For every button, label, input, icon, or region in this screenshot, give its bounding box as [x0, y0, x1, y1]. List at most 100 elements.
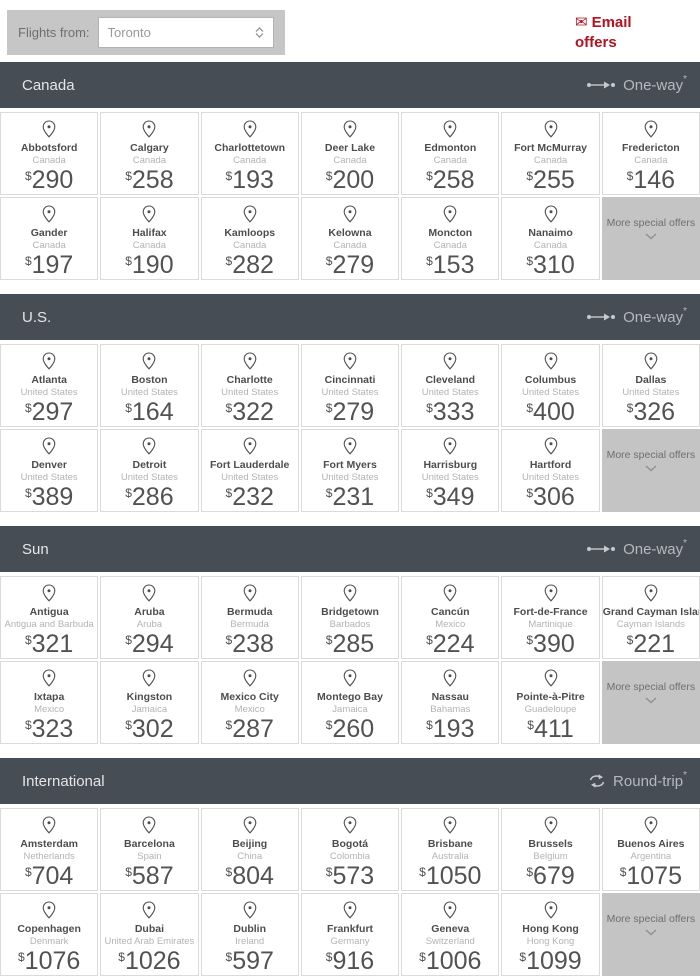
- destination-card[interactable]: Abbotsford Canada $290: [0, 112, 99, 195]
- location-pin-icon: [343, 352, 357, 370]
- more-special-offers-button[interactable]: More special offers: [601, 661, 700, 744]
- destination-card[interactable]: Atlanta United States $297: [0, 344, 99, 427]
- destination-card[interactable]: Ixtapa Mexico $323: [0, 661, 99, 744]
- destination-card[interactable]: Copenhagen Denmark $1076: [0, 893, 99, 976]
- destination-card[interactable]: Fort Lauderdale United States $232: [200, 429, 299, 512]
- destination-card[interactable]: Antigua Antigua and Barbuda $321: [0, 576, 99, 659]
- destination-card[interactable]: Geneva Switzerland $1006: [401, 893, 500, 976]
- price-amount: 333: [432, 398, 475, 426]
- destination-card[interactable]: Halifax Canada $190: [100, 197, 199, 280]
- currency-symbol: $: [118, 950, 125, 964]
- deals-grid: Antigua Antigua and Barbuda $321 Aruba A…: [0, 572, 700, 744]
- destination-card[interactable]: Fredericton Canada $146: [601, 112, 700, 195]
- price-amount: 390: [533, 630, 575, 658]
- destination-country: Aruba: [136, 619, 163, 630]
- origin-city-select[interactable]: Toronto: [97, 17, 274, 48]
- destination-card[interactable]: Bogotá Colombia $573: [300, 808, 400, 891]
- destination-card[interactable]: Dallas United States $326: [601, 344, 700, 427]
- destination-card[interactable]: Barcelona Spain $587: [100, 808, 199, 891]
- destination-price: $224: [402, 630, 498, 658]
- destination-card[interactable]: Hong Kong Hong Kong $1099: [501, 893, 600, 976]
- destination-card[interactable]: Pointe-à-Pitre Guadeloupe $411: [501, 661, 600, 744]
- price-amount: 1076: [24, 947, 81, 975]
- more-special-offers-button[interactable]: More special offers: [601, 893, 700, 976]
- destination-card[interactable]: Fort-de-France Martinique $390: [501, 576, 600, 659]
- destination-card[interactable]: Detroit United States $286: [100, 429, 199, 512]
- destination-card[interactable]: Nassau Bahamas $193: [401, 661, 500, 744]
- destination-card[interactable]: Gander Canada $197: [0, 197, 99, 280]
- destination-card[interactable]: Denver United States $389: [0, 429, 99, 512]
- destination-card[interactable]: Charlottetown Canada $193: [200, 112, 299, 195]
- trip-footnote-marker: *: [683, 538, 687, 549]
- more-special-offers-button[interactable]: More special offers: [601, 429, 700, 512]
- destination-card[interactable]: Charlotte United States $322: [200, 344, 299, 427]
- currency-symbol: $: [325, 865, 333, 879]
- destination-price: $200: [302, 166, 398, 194]
- section-header: Sun One-way *: [0, 526, 700, 572]
- price-amount: 916: [332, 947, 375, 975]
- destination-price: $1050: [402, 862, 498, 890]
- destination-card[interactable]: Brisbane Australia $1050: [401, 808, 500, 891]
- destination-card[interactable]: Moncton Canada $153: [401, 197, 500, 280]
- email-offers-link[interactable]: ✉ Email offers: [575, 13, 655, 54]
- destination-card[interactable]: Cincinnati United States $279: [300, 344, 400, 427]
- destination-card[interactable]: Frankfurt Germany $916: [300, 893, 400, 976]
- destination-card[interactable]: Calgary Canada $258: [100, 112, 199, 195]
- price-amount: 258: [131, 166, 174, 194]
- destination-card[interactable]: Bermuda Bermuda $238: [200, 576, 299, 659]
- destination-price: $804: [202, 862, 298, 890]
- price-amount: 224: [432, 630, 475, 658]
- destination-card[interactable]: Nanaimo Canada $310: [501, 197, 600, 280]
- destination-card[interactable]: Cancún Mexico $224: [401, 576, 500, 659]
- destination-card[interactable]: Aruba Aruba $294: [100, 576, 199, 659]
- location-pin-icon: [243, 816, 257, 834]
- destination-country: Guadeloupe: [524, 704, 577, 715]
- location-pin-icon: [42, 120, 56, 138]
- destination-card[interactable]: Edmonton Canada $258: [401, 112, 500, 195]
- destination-card[interactable]: Bridgetown Barbados $285: [300, 576, 400, 659]
- destination-price: $322: [202, 398, 298, 426]
- price-amount: 411: [533, 715, 574, 743]
- destination-card[interactable]: Beijing China $804: [200, 808, 299, 891]
- destination-card[interactable]: Kamloops Canada $282: [200, 197, 299, 280]
- destination-country: Canada: [634, 155, 668, 166]
- more-special-offers-label: More special offers: [606, 217, 696, 229]
- destination-price: $285: [302, 630, 398, 658]
- destination-country: Bahamas: [430, 704, 471, 715]
- currency-symbol: $: [426, 718, 433, 732]
- destination-card[interactable]: Columbus United States $400: [501, 344, 600, 427]
- destination-card[interactable]: Boston United States $164: [100, 344, 199, 427]
- destination-country: United States: [421, 472, 479, 483]
- destination-price: $400: [502, 398, 598, 426]
- destination-card[interactable]: Harrisburg United States $349: [401, 429, 500, 512]
- currency-symbol: $: [125, 254, 132, 268]
- location-pin-icon: [544, 901, 557, 919]
- destination-card[interactable]: Brussels Belgium $679: [501, 808, 600, 891]
- destination-country: United States: [221, 472, 279, 483]
- destination-price: $306: [502, 483, 598, 511]
- destination-card[interactable]: Grand Cayman Island Cayman Islands $221: [601, 576, 700, 659]
- destination-country: Belgium: [533, 851, 568, 862]
- destination-card[interactable]: Fort McMurray Canada $255: [501, 112, 600, 195]
- destination-country: Hong Kong: [526, 936, 575, 947]
- destination-card[interactable]: Kingston Jamaica $302: [100, 661, 199, 744]
- price-amount: 294: [131, 630, 174, 658]
- destination-card[interactable]: Montego Bay Jamaica $260: [300, 661, 400, 744]
- trip-type: One-way *: [586, 75, 687, 94]
- destination-card[interactable]: Hartford United States $306: [501, 429, 600, 512]
- destination-card[interactable]: Amsterdam Netherlands $704: [0, 808, 99, 891]
- destination-country: Australia: [431, 851, 469, 862]
- destination-card[interactable]: Dublin Ireland $597: [200, 893, 299, 976]
- destination-card[interactable]: Dubai United Arab Emirates $1026: [100, 893, 199, 976]
- destination-city: Halifax: [132, 227, 167, 239]
- destination-card[interactable]: Cleveland United States $333: [401, 344, 500, 427]
- destination-card[interactable]: Kelowna Canada $279: [300, 197, 400, 280]
- price-amount: 279: [332, 398, 375, 426]
- destination-card[interactable]: Mexico City Mexico $287: [200, 661, 299, 744]
- destination-city: Antigua: [29, 606, 69, 618]
- destination-card[interactable]: Buenos Aires Argentina $1075: [601, 808, 700, 891]
- destination-card[interactable]: Deer Lake Canada $200: [300, 112, 400, 195]
- destination-country: Bermuda: [230, 619, 269, 630]
- destination-card[interactable]: Fort Myers United States $231: [300, 429, 400, 512]
- more-special-offers-button[interactable]: More special offers: [601, 197, 700, 280]
